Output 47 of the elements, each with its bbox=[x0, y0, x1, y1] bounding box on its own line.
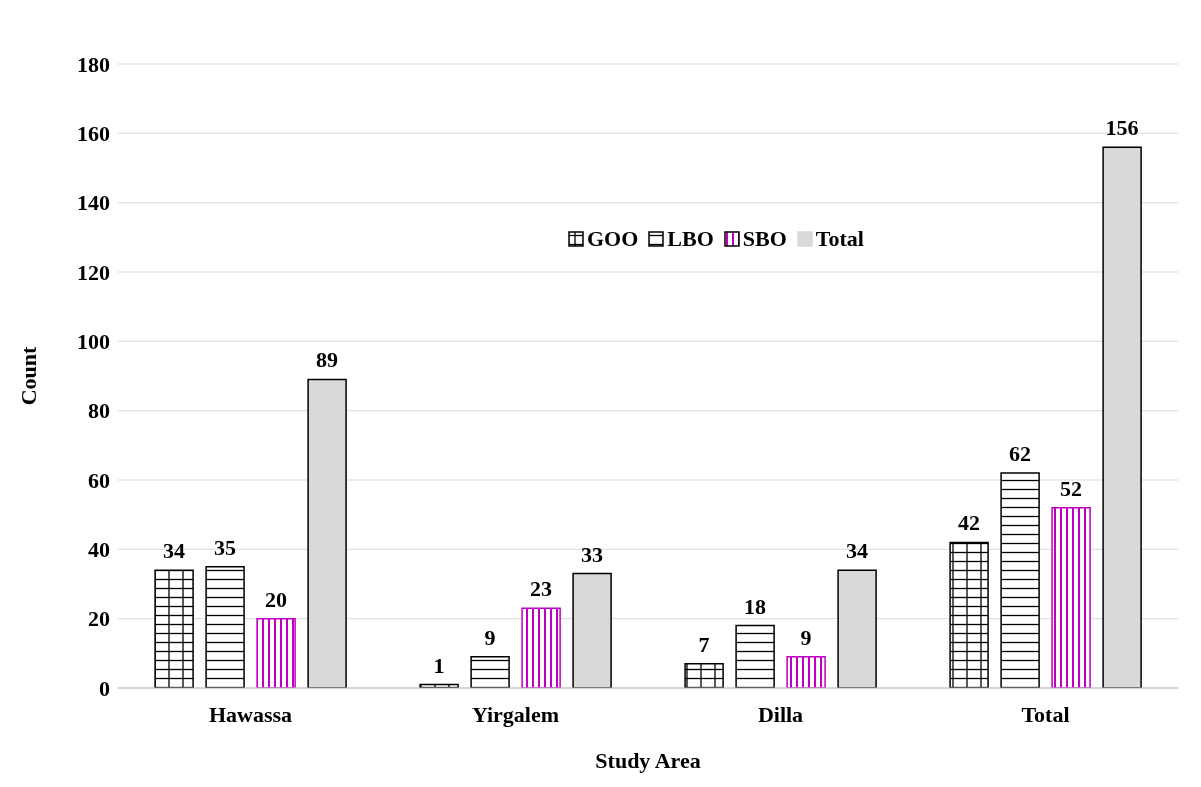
y-tick-label: 120 bbox=[77, 259, 110, 285]
bar bbox=[735, 624, 775, 688]
y-tick-label: 100 bbox=[77, 329, 110, 355]
bar bbox=[521, 607, 561, 688]
y-tick-label: 80 bbox=[88, 398, 110, 424]
y-tick-label: 160 bbox=[77, 121, 110, 147]
x-tick-label: Yirgalem bbox=[471, 701, 560, 727]
data-label: 18 bbox=[744, 593, 767, 619]
y-tick-label: 60 bbox=[88, 467, 110, 493]
data-label: 34 bbox=[846, 538, 869, 564]
bar bbox=[256, 617, 296, 688]
data-label: 62 bbox=[1009, 441, 1032, 467]
bar bbox=[786, 656, 826, 688]
data-label: 89 bbox=[316, 347, 339, 373]
data-label: 9 bbox=[484, 624, 496, 650]
x-axis-title: Study Area bbox=[595, 748, 701, 773]
bar bbox=[154, 569, 194, 688]
data-label: 35 bbox=[214, 534, 237, 560]
data-label: 1 bbox=[433, 652, 445, 678]
legend-label: GOO bbox=[586, 226, 639, 252]
bar bbox=[684, 662, 724, 688]
data-label: 42 bbox=[958, 510, 981, 536]
data-label: 33 bbox=[581, 541, 604, 567]
y-tick-label: 0 bbox=[99, 675, 110, 701]
data-label: 34 bbox=[163, 538, 186, 564]
y-axis-title: Count bbox=[15, 345, 41, 406]
data-label: 7 bbox=[698, 631, 710, 657]
y-tick-label: 180 bbox=[77, 51, 110, 77]
data-label: 9 bbox=[800, 624, 812, 650]
legend-label: Total bbox=[814, 226, 864, 252]
bar bbox=[470, 656, 510, 688]
x-tick-label: Hawassa bbox=[208, 701, 293, 727]
data-label: 23 bbox=[530, 576, 553, 602]
bar bbox=[1000, 472, 1040, 688]
y-tick-label: 40 bbox=[88, 537, 110, 563]
y-tick-label: 140 bbox=[77, 190, 110, 216]
bar bbox=[205, 565, 245, 688]
data-label: 156 bbox=[1105, 115, 1139, 141]
legend-label: LBO bbox=[666, 226, 714, 252]
y-tick-label: 20 bbox=[88, 606, 110, 632]
bar bbox=[949, 541, 989, 688]
x-tick-label: Dilla bbox=[757, 701, 804, 727]
bar bbox=[1051, 506, 1091, 688]
data-label: 20 bbox=[265, 586, 288, 612]
data-label: 52 bbox=[1060, 475, 1083, 501]
x-tick-label: Total bbox=[1021, 701, 1070, 727]
legend-label: SBO bbox=[741, 226, 787, 252]
